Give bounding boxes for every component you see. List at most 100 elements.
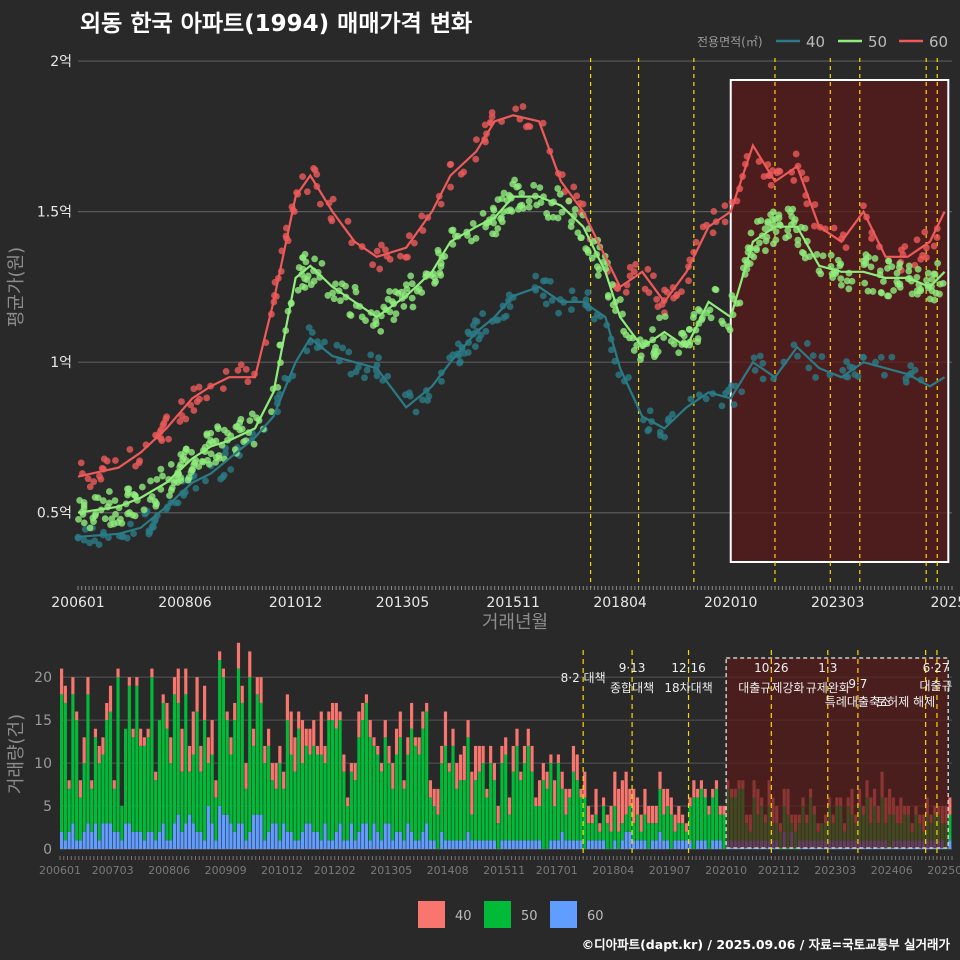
price-point-50 bbox=[867, 263, 875, 271]
volume-bar-50 bbox=[658, 788, 662, 832]
volume-bar-60 bbox=[522, 840, 527, 849]
volume-bar-40 bbox=[692, 780, 696, 798]
price-point-40 bbox=[127, 520, 134, 528]
volume-bar-40 bbox=[699, 780, 703, 789]
price-point-60 bbox=[299, 173, 307, 181]
volume-bar-40 bbox=[564, 788, 568, 815]
volume-bar-60 bbox=[406, 823, 410, 849]
volume-bar-60 bbox=[172, 823, 177, 849]
price-point-50 bbox=[914, 290, 921, 298]
volume-bar-40 bbox=[507, 797, 512, 815]
volume-bar-50 bbox=[338, 720, 342, 824]
volume-bar-60 bbox=[564, 840, 568, 849]
volume-bar-60 bbox=[383, 823, 387, 849]
volume-x-tick-label: 200806 bbox=[148, 864, 190, 877]
volume-bar-50 bbox=[492, 780, 496, 841]
price-point-40 bbox=[305, 324, 313, 332]
volume-bar-40 bbox=[650, 806, 655, 824]
volume-bar-60 bbox=[165, 840, 169, 849]
volume-bar-60 bbox=[519, 840, 523, 849]
volume-bar-40 bbox=[361, 702, 365, 721]
price-point-60 bbox=[219, 385, 227, 392]
price-point-40 bbox=[361, 374, 368, 382]
volume-annotation: 8·2 대책 bbox=[561, 670, 606, 685]
volume-bar-50 bbox=[108, 711, 113, 824]
volume-bar-50 bbox=[432, 806, 436, 841]
price-point-60 bbox=[710, 207, 718, 215]
volume-bar-60 bbox=[553, 840, 557, 849]
price-point-40 bbox=[738, 388, 746, 396]
price-point-50 bbox=[747, 229, 755, 237]
price-point-40 bbox=[473, 318, 481, 325]
volume-bar-50 bbox=[417, 754, 421, 841]
volume-bar-50 bbox=[139, 745, 143, 832]
price-point-50 bbox=[188, 448, 196, 456]
price-point-50 bbox=[250, 440, 258, 448]
price-point-50 bbox=[885, 257, 892, 265]
volume-bar-50 bbox=[639, 831, 643, 841]
price-point-50 bbox=[565, 197, 573, 205]
volume-annotation: 12·16 18차대책 bbox=[664, 661, 712, 695]
price-point-50 bbox=[694, 335, 702, 342]
price-point-40 bbox=[412, 408, 420, 416]
volume-annotation-label: 대출규제강화 bbox=[738, 681, 804, 695]
volume-bar-40 bbox=[315, 745, 320, 755]
price-point-50 bbox=[928, 275, 936, 283]
price-point-50 bbox=[303, 276, 311, 284]
price-point-50 bbox=[237, 415, 245, 423]
volume-bar-50 bbox=[372, 745, 376, 824]
volume-bar-50 bbox=[485, 797, 489, 841]
price-point-40 bbox=[665, 415, 673, 423]
price-point-40 bbox=[539, 292, 547, 300]
volume-bar-40 bbox=[590, 814, 594, 824]
volume-bar-60 bbox=[620, 840, 624, 849]
price-point-50 bbox=[507, 206, 514, 214]
price-point-60 bbox=[190, 407, 198, 414]
price-point-40 bbox=[347, 370, 355, 378]
volume-bar-40 bbox=[688, 797, 692, 807]
price-point-60 bbox=[760, 173, 768, 180]
volume-bar-40 bbox=[161, 694, 165, 703]
volume-bar-60 bbox=[248, 831, 252, 849]
price-series-40-points bbox=[74, 272, 925, 549]
volume-bar-60 bbox=[195, 831, 199, 849]
volume-bar-60 bbox=[413, 840, 417, 849]
volume-bar-50 bbox=[673, 831, 677, 841]
price-point-60 bbox=[512, 105, 520, 113]
volume-bar-60 bbox=[402, 840, 406, 849]
price-point-50 bbox=[686, 325, 693, 333]
volume-bar-50 bbox=[564, 814, 568, 841]
volume-bar-50 bbox=[568, 797, 572, 841]
volume-bar-40 bbox=[263, 745, 267, 764]
volume-bar-50 bbox=[308, 754, 312, 824]
volume-bar-40 bbox=[60, 668, 64, 695]
price-point-50 bbox=[489, 204, 497, 212]
price-point-50 bbox=[167, 460, 175, 468]
volume-bar-50 bbox=[391, 788, 395, 841]
volume-bar-40 bbox=[526, 728, 530, 746]
volume-bar-40 bbox=[477, 745, 481, 772]
price-point-60 bbox=[382, 246, 389, 254]
price-point-50 bbox=[415, 285, 423, 293]
volume-x-tick-label: 201012 bbox=[261, 864, 303, 877]
volume-bar-60 bbox=[123, 823, 128, 849]
volume-bar-50 bbox=[123, 728, 128, 824]
volume-bar-60 bbox=[116, 831, 120, 849]
volume-bar-50 bbox=[327, 720, 331, 841]
volume-bar-60 bbox=[346, 840, 350, 849]
volume-bar-40 bbox=[541, 763, 545, 781]
price-point-60 bbox=[709, 229, 717, 237]
volume-bar-60 bbox=[82, 831, 86, 849]
volume-bar-60 bbox=[139, 831, 143, 849]
price-point-50 bbox=[182, 445, 190, 453]
price-point-50 bbox=[112, 510, 119, 518]
volume-bar-50 bbox=[78, 797, 82, 841]
volume-bar-40 bbox=[172, 677, 177, 695]
volume-bar-40 bbox=[251, 728, 256, 746]
price-point-50 bbox=[775, 211, 783, 219]
price-point-60 bbox=[369, 261, 377, 269]
volume-bar-40 bbox=[658, 771, 662, 789]
volume-bar-50 bbox=[590, 823, 594, 841]
price-point-50 bbox=[530, 181, 538, 189]
volume-bar-60 bbox=[462, 840, 466, 849]
